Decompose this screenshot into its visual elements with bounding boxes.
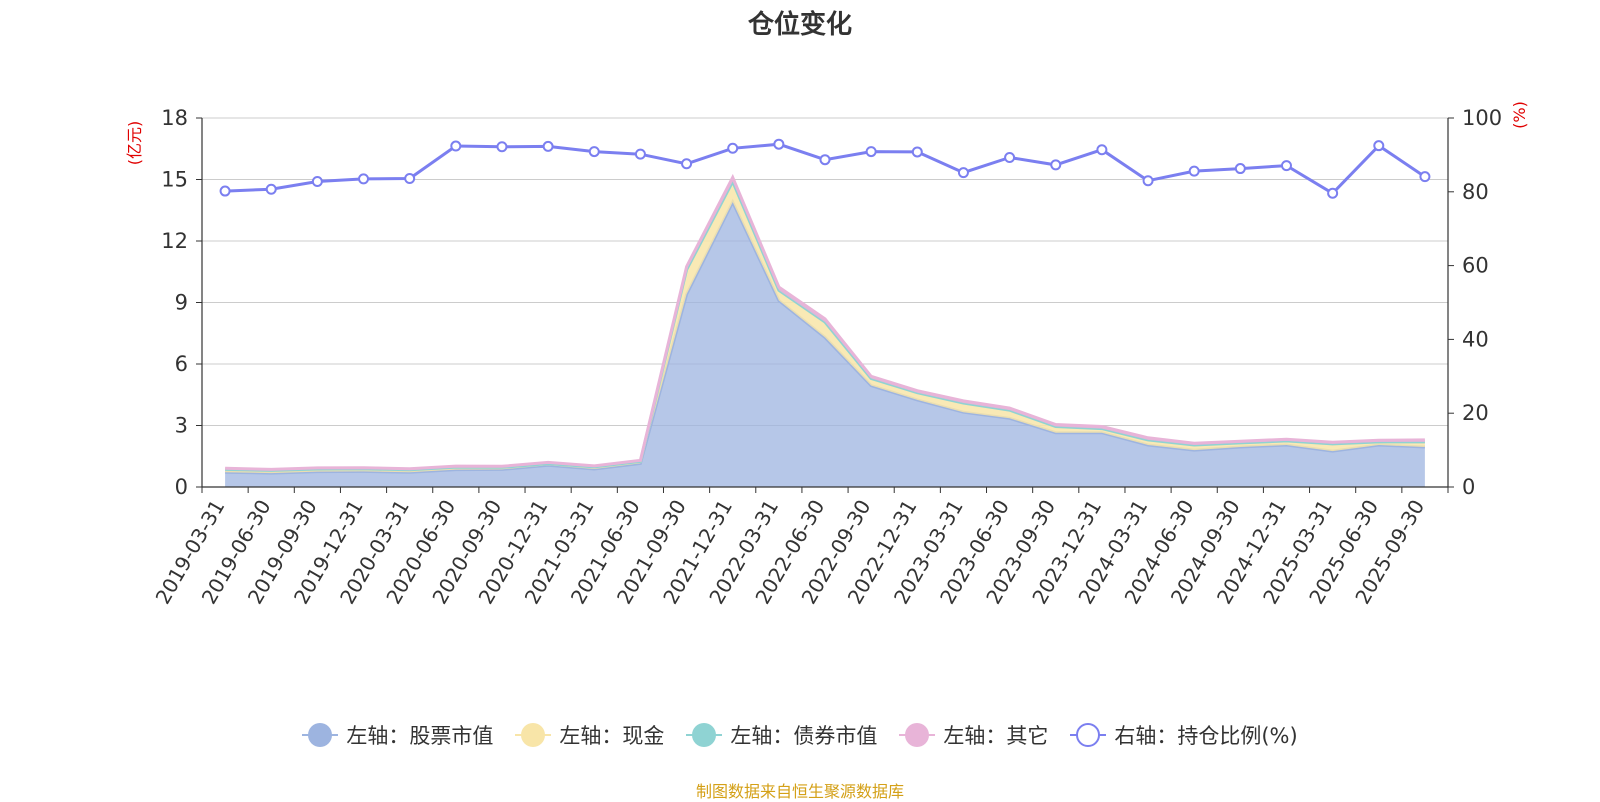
y-right-tick-label: 60 <box>1462 254 1489 278</box>
legend-marker-bond <box>686 723 723 747</box>
legend-marker-stock <box>302 723 339 747</box>
ratio-point <box>1050 159 1062 171</box>
ratio-point <box>1419 171 1431 183</box>
data-source-note: 制图数据来自恒生聚源数据库 <box>695 782 904 801</box>
legend-label-bond: 左轴：债券市值 <box>730 724 878 748</box>
y-right-tick-label: 40 <box>1462 327 1489 351</box>
ratio-point <box>634 148 646 160</box>
y-left-tick-label: 9 <box>175 291 188 315</box>
ratio-point <box>1373 140 1385 152</box>
legend-marker-ratio <box>1070 723 1107 747</box>
ratio-point <box>1327 187 1339 199</box>
legend-marker-cash <box>515 723 552 747</box>
ratio-point <box>450 140 462 152</box>
legend-item-cash[interactable]: 左轴：现金 <box>515 720 664 750</box>
ratio-point <box>1096 144 1108 156</box>
y-right-tick-label: 100 <box>1462 106 1502 130</box>
ratio-point <box>265 183 277 195</box>
y-left-tick-label: 18 <box>161 106 188 130</box>
ratio-point <box>1234 163 1246 175</box>
ratio-point <box>681 158 693 170</box>
legend: 左轴：股票市值 左轴：现金 左轴：债券市值 左轴：其它 右轴：持仓比例(%) <box>0 720 1600 750</box>
y-left-tick-label: 15 <box>161 168 188 192</box>
ratio-point <box>358 173 370 185</box>
y-right-tick-label: 0 <box>1462 475 1475 499</box>
stacked-areas <box>225 173 1425 487</box>
ratio-point <box>588 146 600 158</box>
ratio-point <box>1142 175 1154 187</box>
ratio-series <box>219 138 1431 199</box>
ratio-point <box>1188 165 1200 177</box>
legend-item-stock[interactable]: 左轴：股票市值 <box>302 720 493 750</box>
ratio-point <box>1280 160 1292 172</box>
ratio-point <box>542 140 554 152</box>
ratio-point <box>957 167 969 179</box>
legend-item-bond[interactable]: 左轴：债券市值 <box>686 720 877 750</box>
legend-item-ratio[interactable]: 右轴：持仓比例(%) <box>1070 720 1298 750</box>
y-left-tick-label: 0 <box>175 475 188 499</box>
y-right-axis-label: (%) <box>1510 101 1529 129</box>
ratio-point <box>404 173 416 185</box>
ratio-point <box>819 154 831 166</box>
y-left-axis-label: (亿元) <box>125 121 144 166</box>
y-left-tick-label: 12 <box>161 229 188 253</box>
y-right-tick-label: 80 <box>1462 180 1489 204</box>
area-1 <box>225 181 1425 474</box>
ratio-point <box>219 185 231 197</box>
ratio-point <box>1004 151 1016 163</box>
y-right-tick-label: 20 <box>1462 401 1489 425</box>
ratio-point <box>773 138 785 150</box>
legend-marker-other <box>899 723 936 747</box>
ratio-point <box>496 141 508 153</box>
legend-label-stock: 左轴：股票市值 <box>346 724 494 748</box>
ratio-point <box>727 142 739 154</box>
legend-label-cash: 左轴：现金 <box>559 724 665 748</box>
area-line-3 <box>225 173 1425 471</box>
area-0 <box>225 202 1425 487</box>
legend-label-other: 左轴：其它 <box>943 724 1049 748</box>
legend-label-ratio: 右轴：持仓比例(%) <box>1114 724 1298 748</box>
legend-item-other[interactable]: 左轴：其它 <box>899 720 1048 750</box>
ratio-point <box>865 146 877 158</box>
chart-title: 仓位变化 <box>747 10 852 40</box>
y-left-tick-label: 6 <box>175 352 188 376</box>
ratio-point <box>911 146 923 158</box>
y-left-tick-label: 3 <box>175 414 188 438</box>
ratio-point <box>311 175 323 187</box>
